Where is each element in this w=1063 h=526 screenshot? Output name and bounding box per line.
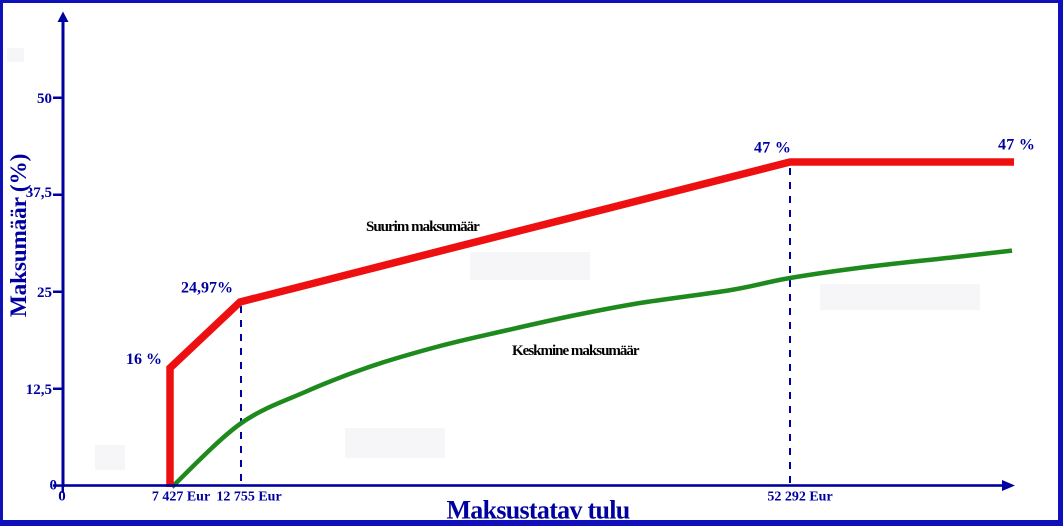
svg-text:0: 0	[58, 489, 66, 505]
svg-text:Maksustatav tulu: Maksustatav tulu	[446, 496, 629, 525]
svg-text:12 755 Eur: 12 755 Eur	[216, 490, 281, 505]
svg-text:16 %: 16 %	[126, 351, 162, 368]
svg-text:7 427 Eur: 7 427 Eur	[152, 490, 210, 505]
svg-text:Suurim maksumäär: Suurim maksumäär	[366, 219, 480, 235]
svg-text:37,5: 37,5	[26, 185, 52, 201]
svg-text:47 %: 47 %	[754, 140, 791, 157]
svg-text:Keskmine maksumäär: Keskmine maksumäär	[512, 343, 640, 359]
svg-text:50: 50	[37, 91, 52, 107]
svg-text:52 292 Eur: 52 292 Eur	[767, 490, 832, 505]
svg-text:47 %: 47 %	[998, 137, 1035, 154]
svg-text:25: 25	[37, 285, 52, 301]
svg-text:24,97%: 24,97%	[181, 280, 233, 297]
svg-text:0: 0	[50, 478, 58, 494]
svg-text:Maksumäär (%): Maksumäär (%)	[6, 154, 32, 317]
svg-text:12,5: 12,5	[26, 382, 52, 398]
